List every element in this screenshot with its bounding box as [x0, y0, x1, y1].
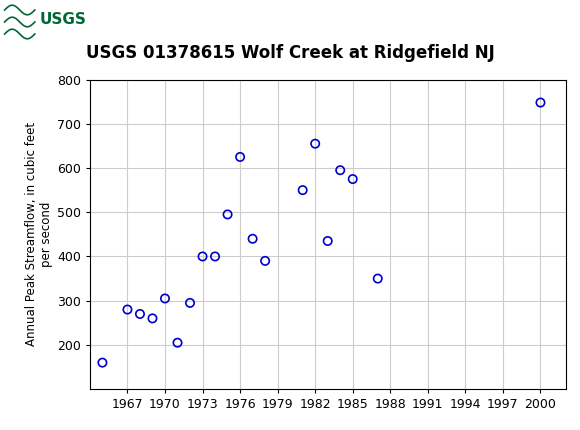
Point — [98, 359, 107, 366]
Point — [348, 175, 357, 182]
Y-axis label: Annual Peak Streamflow, in cubic feet
per second: Annual Peak Streamflow, in cubic feet pe… — [25, 122, 53, 347]
Point — [323, 237, 332, 244]
Point — [223, 211, 232, 218]
Point — [248, 235, 258, 242]
Point — [310, 140, 320, 147]
Point — [336, 167, 345, 174]
FancyBboxPatch shape — [3, 2, 78, 38]
Point — [298, 187, 307, 194]
Point — [211, 253, 220, 260]
Point — [373, 275, 382, 282]
Text: USGS: USGS — [39, 12, 86, 28]
Point — [186, 299, 195, 306]
Point — [173, 339, 182, 346]
Point — [148, 315, 157, 322]
Point — [198, 253, 207, 260]
Point — [235, 154, 245, 160]
Point — [260, 258, 270, 264]
Point — [135, 310, 144, 317]
Point — [123, 306, 132, 313]
Point — [536, 99, 545, 106]
Text: USGS 01378615 Wolf Creek at Ridgefield NJ: USGS 01378615 Wolf Creek at Ridgefield N… — [86, 44, 494, 62]
Point — [160, 295, 169, 302]
